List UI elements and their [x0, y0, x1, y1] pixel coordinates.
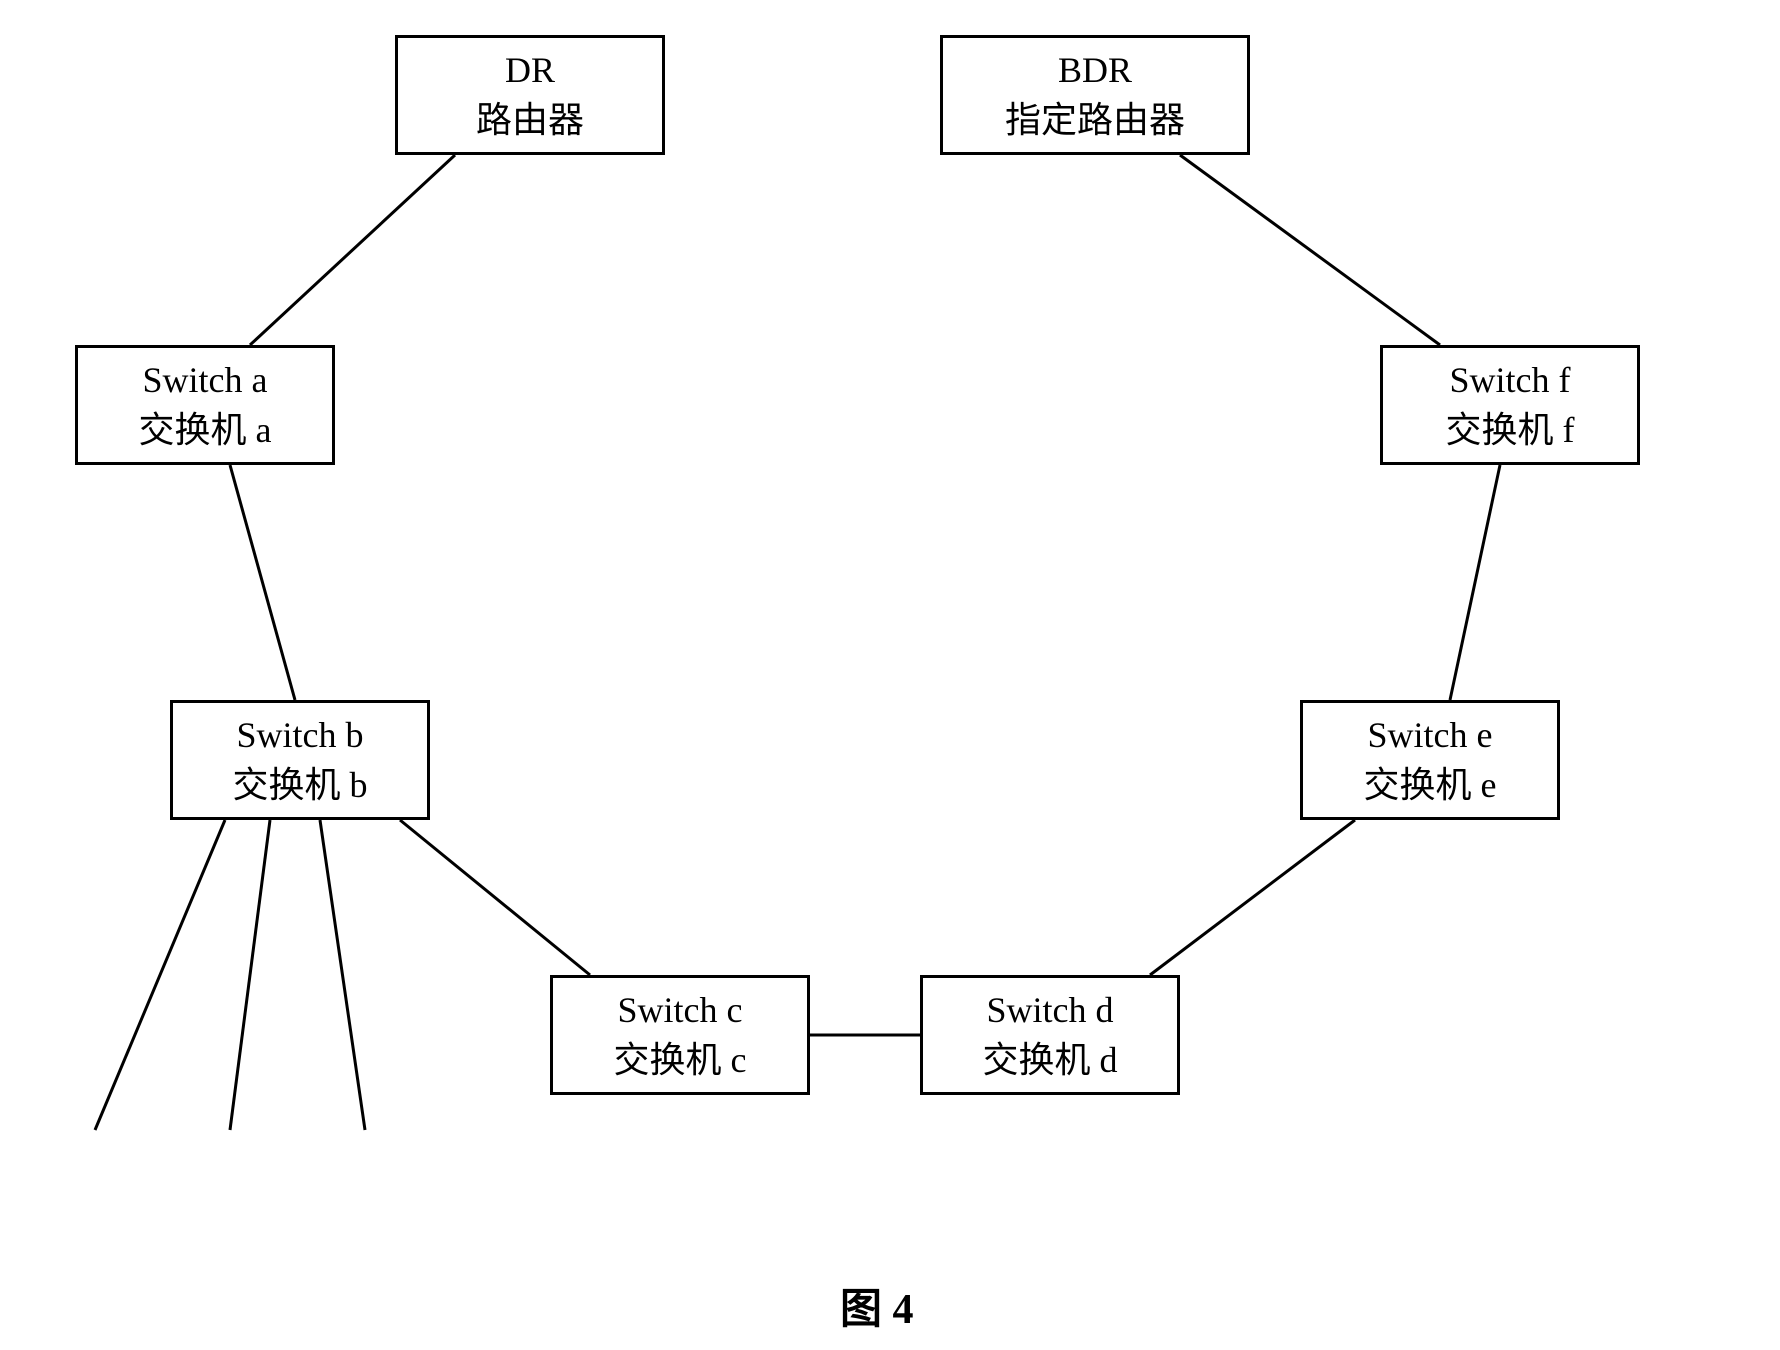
- node-sa-line2: 交换机 a: [139, 405, 272, 455]
- node-switch-a: Switch a 交换机 a: [75, 345, 335, 465]
- node-switch-b: Switch b 交换机 b: [170, 700, 430, 820]
- node-se-line1: Switch e: [1368, 710, 1493, 760]
- node-sc-line2: 交换机 c: [614, 1035, 747, 1085]
- node-sb-line1: Switch b: [236, 710, 363, 760]
- node-switch-e: Switch e 交换机 e: [1300, 700, 1560, 820]
- node-dr-router: DR 路由器: [395, 35, 665, 155]
- figure-caption: 图 4: [840, 1275, 914, 1336]
- node-sa-line1: Switch a: [143, 355, 268, 405]
- node-sc-line1: Switch c: [618, 985, 743, 1035]
- node-switch-f: Switch f 交换机 f: [1380, 345, 1640, 465]
- node-sb-line2: 交换机 b: [232, 760, 367, 810]
- node-sf-line2: 交换机 f: [1446, 405, 1575, 455]
- caption-text: 图 4: [840, 1287, 914, 1333]
- node-bdr-line2: 指定路由器: [1005, 95, 1185, 145]
- node-sd-line1: Switch d: [986, 985, 1113, 1035]
- node-switch-d: Switch d 交换机 d: [920, 975, 1180, 1095]
- diagram-edges: [0, 0, 1780, 1350]
- node-se-line2: 交换机 e: [1364, 760, 1497, 810]
- node-switch-c: Switch c 交换机 c: [550, 975, 810, 1095]
- node-dr-line1: DR: [505, 45, 555, 95]
- node-dr-line2: 路由器: [476, 95, 584, 145]
- node-sf-line1: Switch f: [1450, 355, 1571, 405]
- node-sd-line2: 交换机 d: [982, 1035, 1117, 1085]
- node-bdr-line1: BDR: [1058, 45, 1132, 95]
- node-bdr-router: BDR 指定路由器: [940, 35, 1250, 155]
